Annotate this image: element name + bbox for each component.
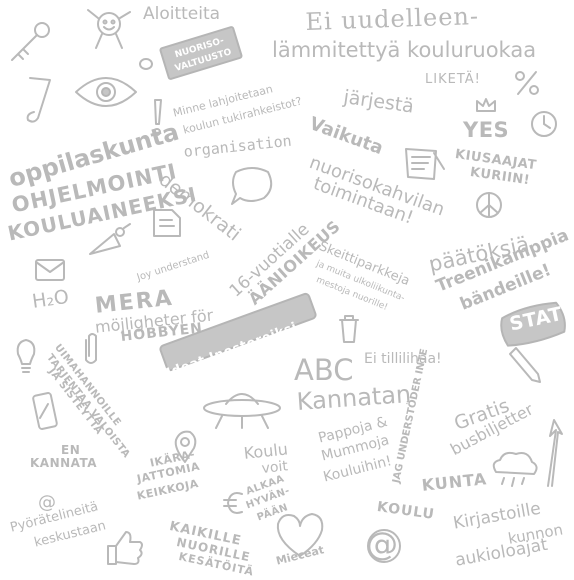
- word-kirjastoille3: aukioloajat: [453, 534, 550, 571]
- nuorisovaltuusto-badge: NUORISO- VALTUUSTO: [159, 25, 244, 80]
- eye-icon: [72, 68, 140, 116]
- pencil-icon: [508, 344, 548, 388]
- zero-icon: [136, 56, 156, 72]
- word-en-kannata2: KANNATA: [30, 456, 98, 470]
- document-icon: [150, 206, 184, 240]
- arrow-up-icon: [540, 410, 568, 490]
- word-nuorisovaltuusto: NUORISO-VALTUUSTO: [0, 0, 11, 1]
- word-aloitteita: Aloitteita: [143, 4, 221, 24]
- speech-bubble-icon: [228, 162, 278, 208]
- storm-cloud-icon: [488, 448, 540, 488]
- word-organisation: organisation: [182, 131, 293, 161]
- percent-icon: [514, 70, 540, 96]
- word-yes: YES: [463, 118, 510, 142]
- euro-icon: [222, 488, 246, 518]
- exclamation-icon: [147, 96, 167, 138]
- word-jarjesta: järjestä: [342, 86, 416, 118]
- thumbs-up-icon: [104, 526, 146, 568]
- word-lammitettya: lämmitettyä kouluruokaa: [272, 38, 537, 62]
- word-vaikuta: Vaikuta: [306, 113, 386, 160]
- word-koulu-voit2: voit: [260, 458, 289, 477]
- trash-can-icon: [336, 312, 362, 344]
- sticky-note-icon: [402, 145, 448, 183]
- heart-icon: [272, 510, 328, 560]
- ufo-icon: [200, 382, 286, 434]
- word-ei-tillilihaa: Ei tillilihaa!: [364, 351, 442, 367]
- lightbulb-icon: [12, 336, 40, 376]
- word-koulu: KOULU: [375, 499, 436, 523]
- horn-icon: [84, 222, 132, 260]
- word-understoder: JAG UNDERSTÖDER INTE: [391, 347, 431, 485]
- word-ei-uudelleen: Ei uudelleen-: [304, 1, 480, 36]
- key-icon: [6, 20, 54, 64]
- clock-icon: [528, 106, 562, 140]
- crown-icon: [474, 96, 498, 114]
- word-en-kannata1: EN: [61, 443, 81, 457]
- envelope-icon: [34, 256, 68, 282]
- word-at1: @: [38, 492, 56, 513]
- smiley-icon: [82, 4, 136, 52]
- music-note-icon: [24, 72, 56, 124]
- phone-icon: [30, 392, 60, 434]
- location-pin-icon: [170, 428, 200, 466]
- ideat-banner: [158, 291, 318, 372]
- at-sign-circle-icon: [364, 526, 408, 566]
- word-kunta: KUNTA: [420, 469, 488, 495]
- word-abc: ABC: [294, 353, 354, 387]
- word-kannatan: Kannatan: [295, 380, 413, 416]
- stat-blob: [495, 297, 572, 351]
- peace-icon: [474, 190, 504, 220]
- word-joy: Joy understand: [135, 249, 211, 284]
- paperclip-icon: [80, 330, 102, 366]
- word-h2o: H₂O: [30, 285, 71, 313]
- word-liketa: LIKETÄ!: [425, 72, 481, 87]
